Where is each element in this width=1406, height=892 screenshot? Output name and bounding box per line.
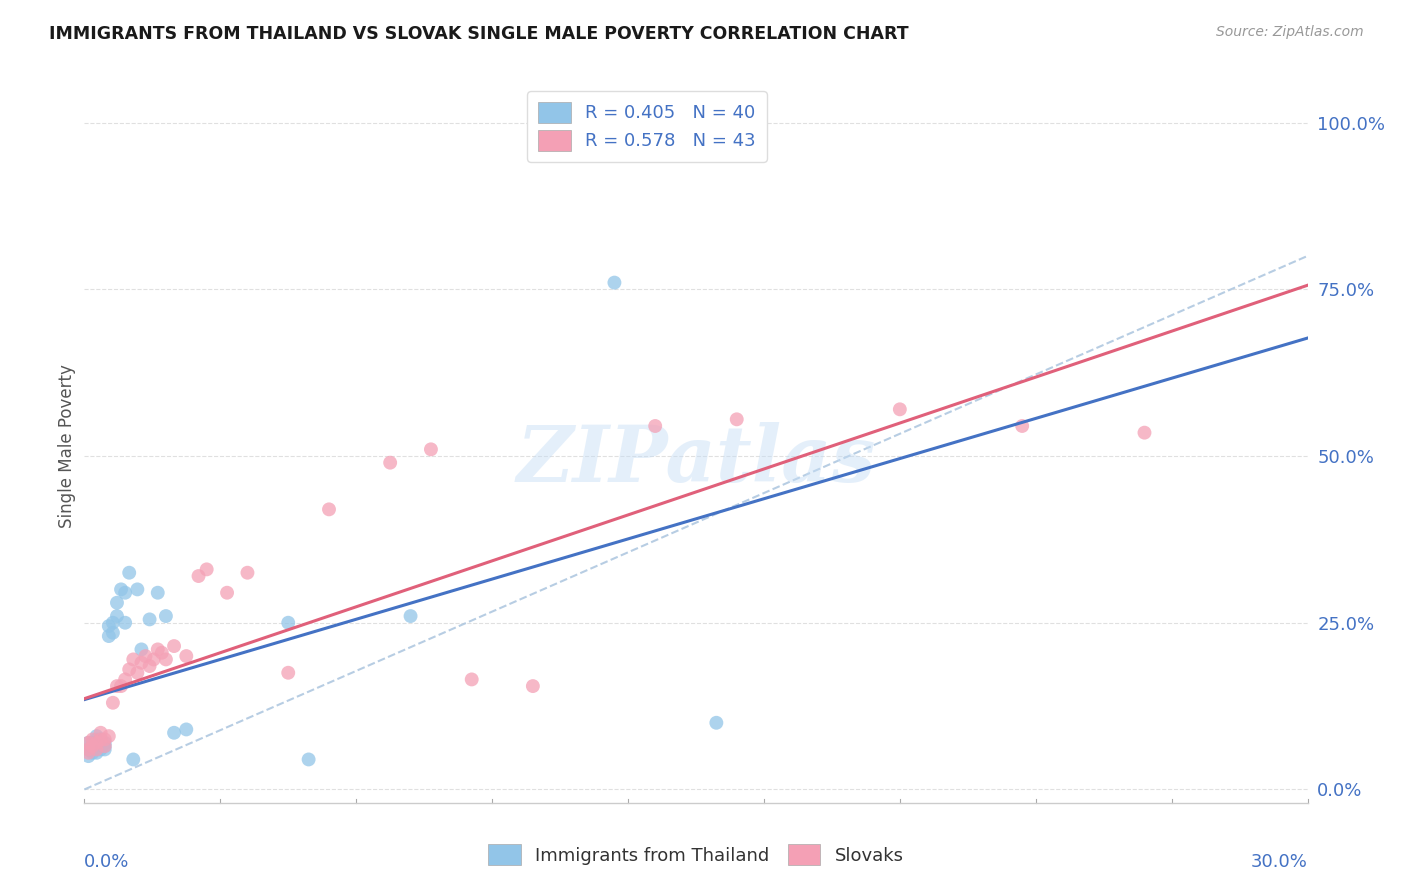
Point (77, 742, 100, 756)
Point (86, 729, 108, 743)
Point (135, 649, 157, 664)
Point (86, 746, 108, 760)
Point (86, 736, 108, 750)
Point (150, 646, 173, 660)
Point (110, 582, 132, 597)
Point (146, 642, 169, 657)
Point (187, 569, 209, 583)
Point (90, 732, 112, 747)
Point (399, 609, 422, 624)
Point (706, 715, 728, 730)
Text: ZIPatlas: ZIPatlas (516, 422, 876, 499)
Point (114, 585, 136, 599)
Point (236, 566, 259, 580)
Point (420, 442, 443, 457)
Point (105, 609, 128, 624)
Y-axis label: Single Male Poverty: Single Male Poverty (58, 364, 76, 528)
Point (277, 665, 299, 680)
Point (82, 739, 104, 753)
Point (77, 736, 100, 750)
Point (298, 752, 321, 766)
Point (101, 615, 124, 630)
Point (110, 679, 132, 693)
Point (277, 615, 299, 630)
Point (122, 652, 145, 666)
Point (82, 739, 104, 753)
Point (90, 725, 112, 739)
Point (889, 402, 911, 417)
Point (603, 276, 626, 290)
Point (131, 642, 153, 657)
Point (90, 732, 112, 747)
Point (174, 649, 197, 664)
Point (93, 742, 115, 756)
Point (1011, 419, 1033, 434)
Point (1133, 425, 1156, 440)
Point (97, 629, 120, 643)
Point (522, 679, 544, 693)
Point (86, 732, 108, 747)
Point (380, 456, 402, 470)
Point (163, 725, 186, 739)
Point (127, 665, 149, 680)
Point (217, 585, 239, 599)
Point (77, 746, 100, 760)
Point (131, 656, 153, 670)
Point (644, 419, 666, 434)
Text: 30.0%: 30.0% (1251, 853, 1308, 871)
Point (93, 739, 115, 753)
Point (127, 582, 149, 597)
Point (86, 742, 108, 756)
Point (77, 749, 100, 764)
Point (105, 596, 128, 610)
Point (97, 619, 120, 633)
Point (155, 609, 177, 624)
Point (82, 746, 104, 760)
Point (142, 652, 165, 666)
Text: 0.0%: 0.0% (84, 853, 129, 871)
Point (174, 723, 197, 737)
Point (195, 562, 218, 576)
Text: Source: ZipAtlas.com: Source: ZipAtlas.com (1216, 25, 1364, 39)
Point (138, 659, 160, 673)
Point (155, 652, 177, 666)
Point (77, 742, 100, 756)
Point (90, 736, 112, 750)
Point (461, 673, 484, 687)
Point (163, 639, 186, 653)
Point (93, 736, 115, 750)
Point (114, 673, 136, 687)
Point (93, 739, 115, 753)
Point (146, 585, 169, 599)
Point (118, 566, 141, 580)
Point (138, 612, 160, 626)
Point (105, 679, 128, 693)
Point (97, 729, 120, 743)
Point (118, 662, 141, 676)
Point (77, 736, 100, 750)
Point (93, 732, 115, 747)
Point (90, 742, 112, 756)
Point (725, 412, 748, 426)
Point (82, 742, 104, 756)
Legend: Immigrants from Thailand, Slovaks: Immigrants from Thailand, Slovaks (481, 837, 911, 872)
Point (82, 736, 104, 750)
Point (86, 739, 108, 753)
Point (101, 696, 124, 710)
Point (114, 615, 136, 630)
Point (318, 502, 340, 516)
Text: IMMIGRANTS FROM THAILAND VS SLOVAK SINGLE MALE POVERTY CORRELATION CHART: IMMIGRANTS FROM THAILAND VS SLOVAK SINGL… (49, 25, 908, 43)
Point (122, 752, 145, 766)
Point (82, 732, 104, 747)
Point (101, 625, 124, 640)
